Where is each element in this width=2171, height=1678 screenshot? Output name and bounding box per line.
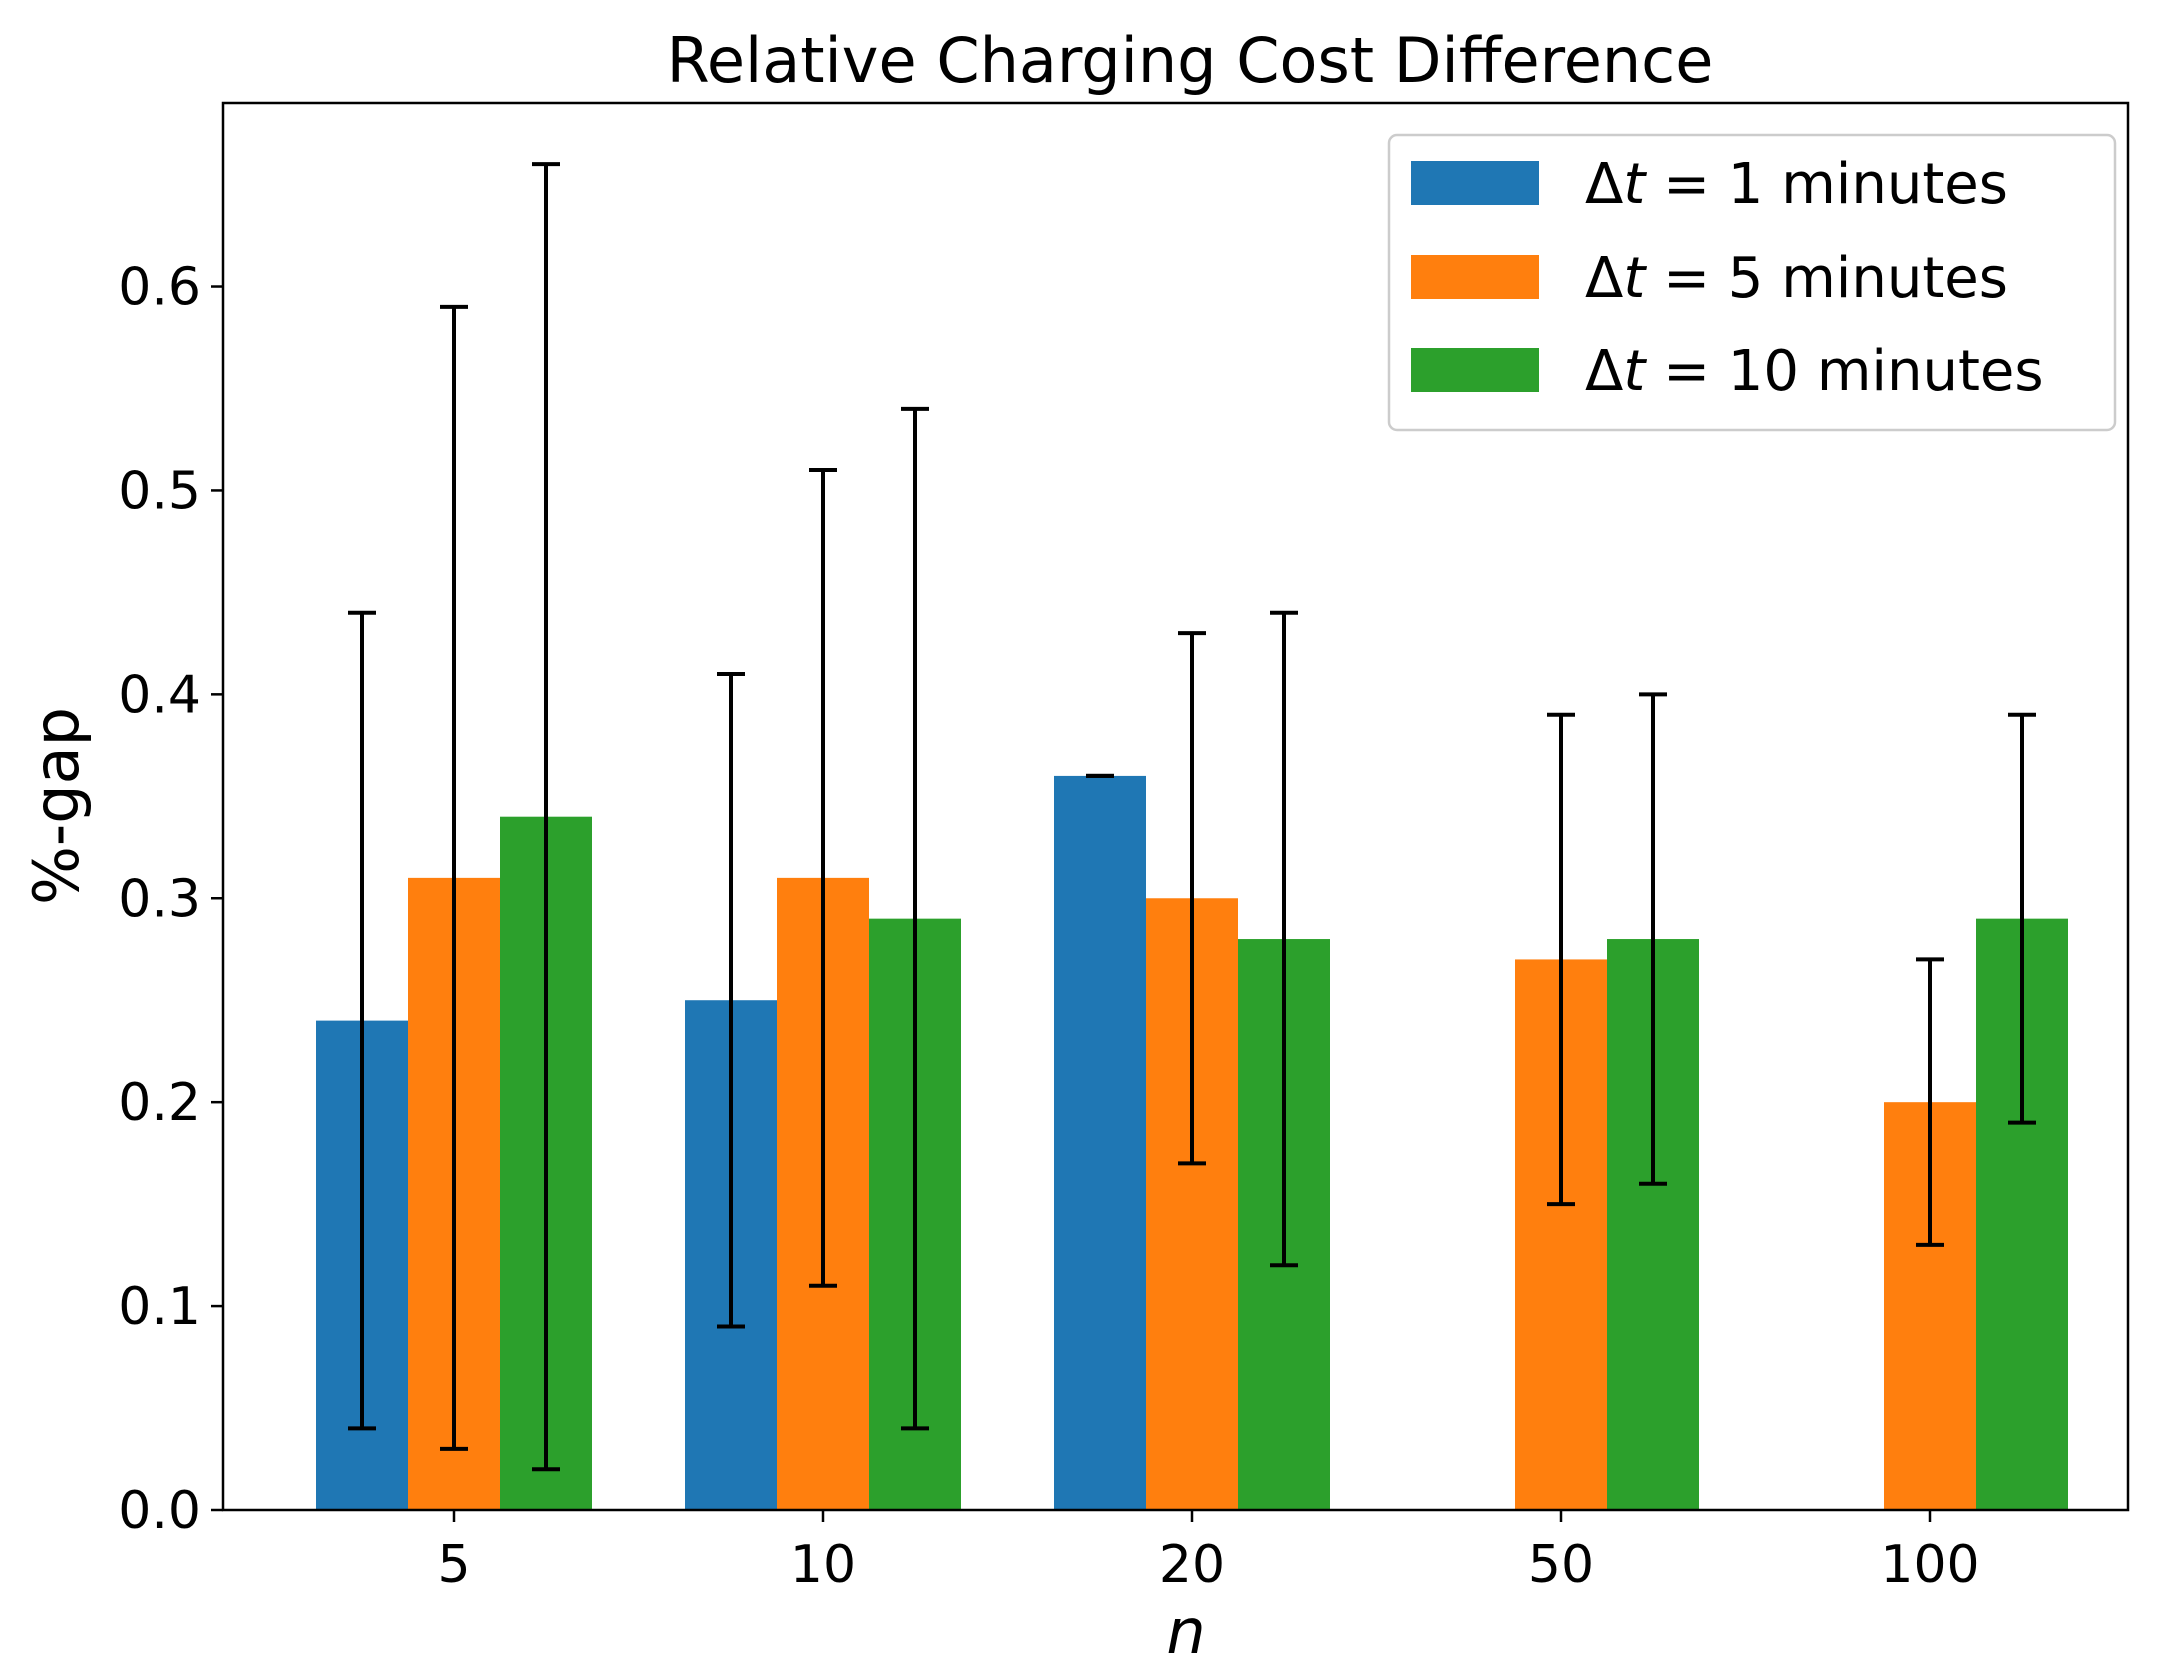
error-bar-series3-20: [1270, 610, 1298, 1268]
legend-label: Δt = 5 minutes: [1585, 246, 2008, 311]
x-tick-label: 20: [1159, 1535, 1225, 1595]
error-bar-series2-5: [440, 304, 468, 1451]
y-tick-label: 0.2: [118, 1073, 201, 1133]
x-tick-label: 5: [437, 1535, 470, 1595]
error-bar-series3-10: [901, 406, 929, 1431]
legend: Δt = 1 minutes Δt = 5 minutes Δt = 10 minu…: [1387, 133, 2117, 432]
error-bar-series2-50: [1547, 712, 1575, 1207]
y-tick-label: 0.1: [118, 1277, 201, 1337]
x-tick-label: 10: [790, 1535, 856, 1595]
legend-box: [1387, 133, 2117, 432]
legend-swatch: [1411, 348, 1539, 392]
legend-swatch: [1411, 161, 1539, 205]
x-axis-label: n: [1166, 1595, 1205, 1668]
error-bar-series2-20: [1178, 631, 1206, 1166]
legend-label: Δt = 10 minutes: [1585, 339, 2044, 404]
x-tick-label: 100: [1880, 1535, 1979, 1595]
legend-label: Δt = 1 minutes: [1585, 152, 2008, 217]
legend-item-series3: Δt = 10 minutes: [1411, 339, 2044, 404]
plot-area-frame: [221, 101, 2130, 1512]
y-tick-label: 0.0: [118, 1481, 201, 1541]
error-bar-series3-50: [1639, 692, 1667, 1186]
y-axis: 0.0 0.1 0.2 0.3 0.4 0.5 0.6: [118, 258, 223, 1541]
error-bars-layer: [348, 162, 2036, 1472]
legend-swatch: [1411, 255, 1539, 299]
y-tick-label: 0.6: [118, 258, 201, 318]
bar-series1-20: [1054, 775, 1146, 1510]
chart-title: Relative Charging Cost Difference: [667, 24, 1714, 97]
error-bar-series2-10: [809, 468, 837, 1288]
y-axis-label: %-gap: [20, 707, 93, 905]
error-bar-series1-10: [717, 671, 745, 1329]
y-tick-label: 0.5: [118, 461, 201, 521]
error-bar-series3-5: [532, 162, 560, 1472]
x-axis: 5 10 20 50 100: [437, 1510, 1980, 1595]
x-tick-label: 50: [1528, 1535, 1594, 1595]
error-bar-series2-100: [1916, 957, 1944, 1247]
y-tick-label: 0.4: [118, 665, 201, 725]
y-tick-label: 0.3: [118, 869, 201, 929]
legend-item-series2: Δt = 5 minutes: [1411, 246, 2008, 311]
error-bar-series1-5: [348, 610, 376, 1431]
error-bar-series3-100: [2008, 712, 2036, 1125]
legend-item-series1: Δt = 1 minutes: [1411, 152, 2008, 217]
